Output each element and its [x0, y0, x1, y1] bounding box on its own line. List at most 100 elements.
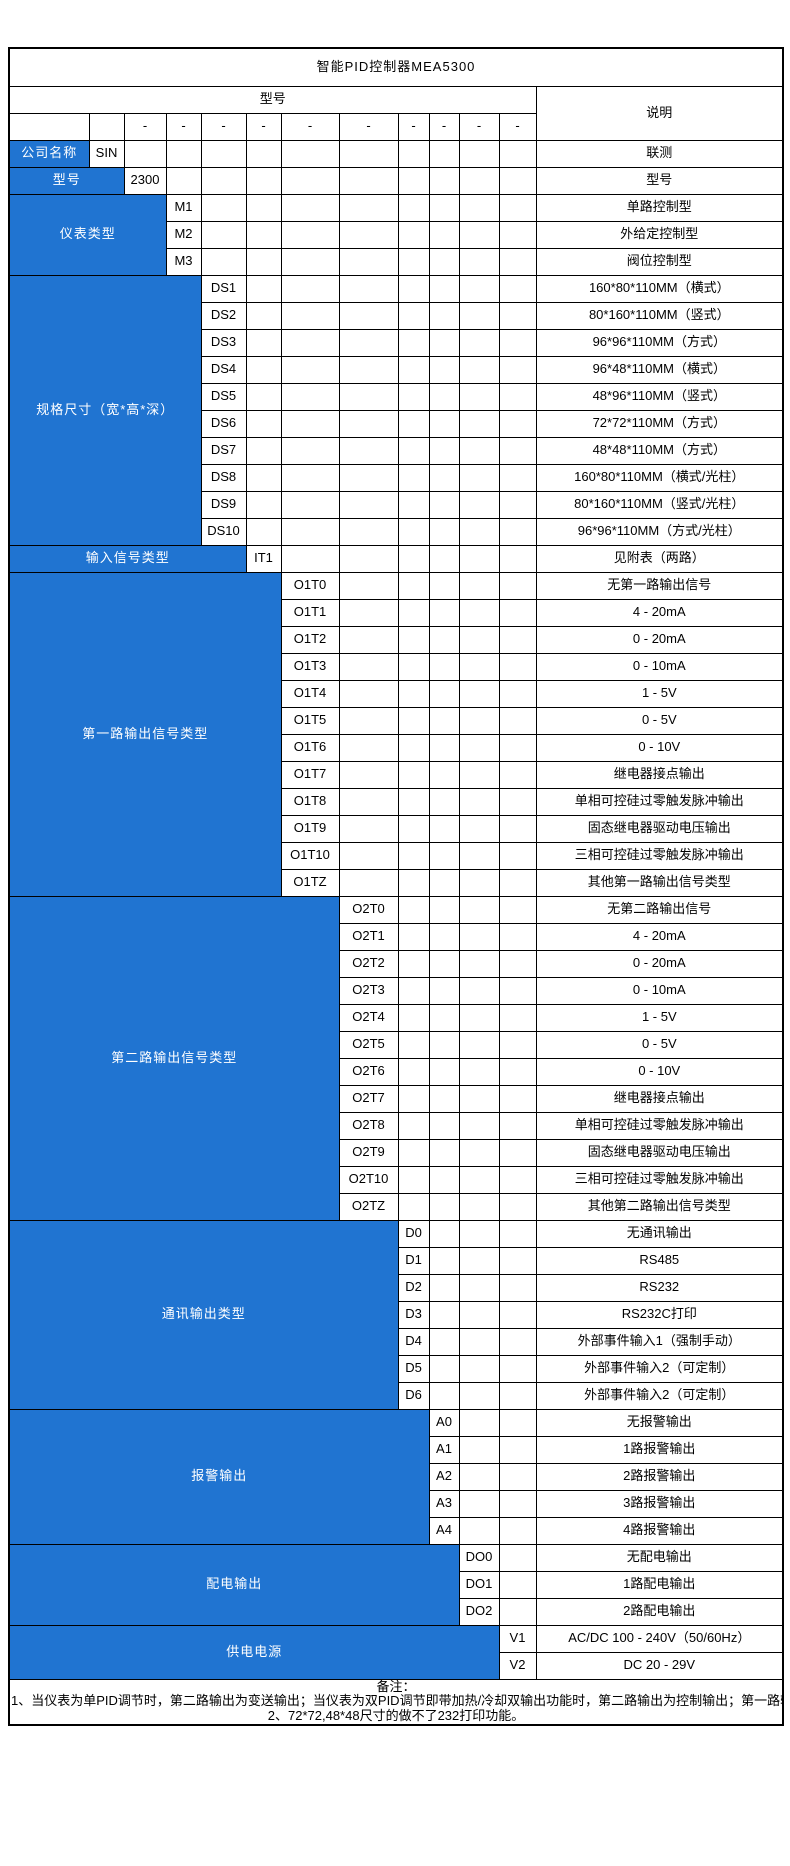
empty-cell	[397, 247, 430, 276]
empty-cell	[245, 139, 282, 168]
empty-cell	[498, 328, 537, 357]
code-cell: O1T4	[280, 679, 340, 708]
empty-cell	[200, 139, 247, 168]
empty-cell	[458, 193, 500, 222]
empty-cell	[498, 1084, 537, 1113]
empty-cell	[498, 409, 537, 438]
code-cell: O2T7	[338, 1084, 399, 1113]
code-cell: O1T6	[280, 733, 340, 762]
empty-cell	[498, 1273, 537, 1302]
empty-cell	[458, 1408, 500, 1437]
empty-cell	[458, 409, 500, 438]
empty-cell	[245, 247, 282, 276]
code-cell: V1	[498, 1624, 537, 1653]
code-cell: DS4	[200, 355, 247, 384]
dash-cell: -	[498, 112, 537, 141]
empty-cell	[458, 571, 500, 600]
empty-cell	[498, 787, 537, 816]
desc-cell: RS232	[535, 1273, 784, 1302]
empty-cell	[428, 328, 460, 357]
code-cell: O2T4	[338, 1003, 399, 1032]
empty-cell	[338, 571, 399, 600]
empty-cell	[428, 220, 460, 249]
empty-cell	[458, 544, 500, 573]
empty-cell	[498, 193, 537, 222]
model-selection-table: 智能PID控制器MEA5300 型号 说明 - - - - - - - - - - 公司名称 SIN 联测 型号…	[8, 47, 785, 1727]
empty-cell	[397, 598, 430, 627]
empty-cell	[498, 922, 537, 951]
empty-cell	[428, 274, 460, 303]
empty-cell	[458, 760, 500, 789]
empty-cell	[280, 301, 340, 330]
empty-cell	[458, 355, 500, 384]
empty-cell	[338, 436, 399, 465]
empty-cell	[458, 976, 500, 1005]
empty-cell	[428, 1219, 460, 1248]
empty-cell	[397, 1138, 430, 1167]
desc-header: 说明	[535, 85, 784, 141]
empty-cell	[498, 463, 537, 492]
code-cell: O2T6	[338, 1057, 399, 1086]
empty-cell	[280, 490, 340, 519]
empty-cell	[245, 382, 282, 411]
empty-cell	[498, 760, 537, 789]
empty-cell	[280, 193, 340, 222]
empty-cell	[397, 922, 430, 951]
code-cell: O1T10	[280, 841, 340, 870]
empty-cell	[397, 544, 430, 573]
empty-cell	[165, 139, 202, 168]
empty-cell	[498, 1462, 537, 1491]
empty-cell	[428, 544, 460, 573]
empty-cell	[245, 355, 282, 384]
code-cell: DO0	[458, 1543, 500, 1572]
empty-cell	[338, 814, 399, 843]
desc-cell: RS232C打印	[535, 1300, 784, 1329]
empty-cell	[428, 976, 460, 1005]
empty-cell	[428, 139, 460, 168]
empty-cell	[245, 328, 282, 357]
empty-cell	[458, 922, 500, 951]
empty-cell	[498, 1489, 537, 1518]
empty-cell	[458, 166, 500, 195]
empty-cell	[458, 1111, 500, 1140]
category-label-cell: 供电电源	[8, 1624, 500, 1680]
empty-cell	[458, 706, 500, 735]
desc-cell: 固态继电器驱动电压输出	[535, 1138, 784, 1167]
dash-cell: -	[200, 112, 247, 141]
empty-cell	[338, 166, 399, 195]
empty-cell	[498, 949, 537, 978]
code-cell: D1	[397, 1246, 430, 1275]
empty-cell	[498, 301, 537, 330]
empty-cell	[458, 247, 500, 276]
empty-cell	[397, 328, 430, 357]
empty-cell	[458, 220, 500, 249]
code-cell: O2T10	[338, 1165, 399, 1194]
empty-cell	[338, 355, 399, 384]
empty-cell	[200, 166, 247, 195]
code-cell: DS1	[200, 274, 247, 303]
code-cell: O2T3	[338, 976, 399, 1005]
empty-cell	[397, 1084, 430, 1113]
dash-cell: -	[165, 112, 202, 141]
code-cell: V2	[498, 1651, 537, 1680]
empty-cell	[245, 166, 282, 195]
empty-cell	[397, 1030, 430, 1059]
empty-cell	[498, 841, 537, 870]
notes-cell: 备注： 1、当仪表为单PID调节时，第二路输出为变送输出；当仪表为双PID调节即带…	[8, 1678, 784, 1726]
empty-cell	[458, 895, 500, 924]
empty-cell	[245, 436, 282, 465]
empty-cell	[200, 220, 247, 249]
code-cell: O2T8	[338, 1111, 399, 1140]
empty-cell	[428, 1273, 460, 1302]
empty-cell	[397, 571, 430, 600]
desc-cell: 联测	[535, 139, 784, 168]
desc-cell: 见附表（两路）	[535, 544, 784, 573]
empty-cell	[458, 733, 500, 762]
empty-cell	[397, 1165, 430, 1194]
note-line: 2、72*72,48*48尺寸的做不了232打印功能。	[267, 1708, 525, 1724]
empty-cell	[397, 490, 430, 519]
code-cell: O1T0	[280, 571, 340, 600]
desc-cell: 0 - 5V	[535, 706, 784, 735]
code-cell: O2T1	[338, 922, 399, 951]
code-cell: O1T1	[280, 598, 340, 627]
